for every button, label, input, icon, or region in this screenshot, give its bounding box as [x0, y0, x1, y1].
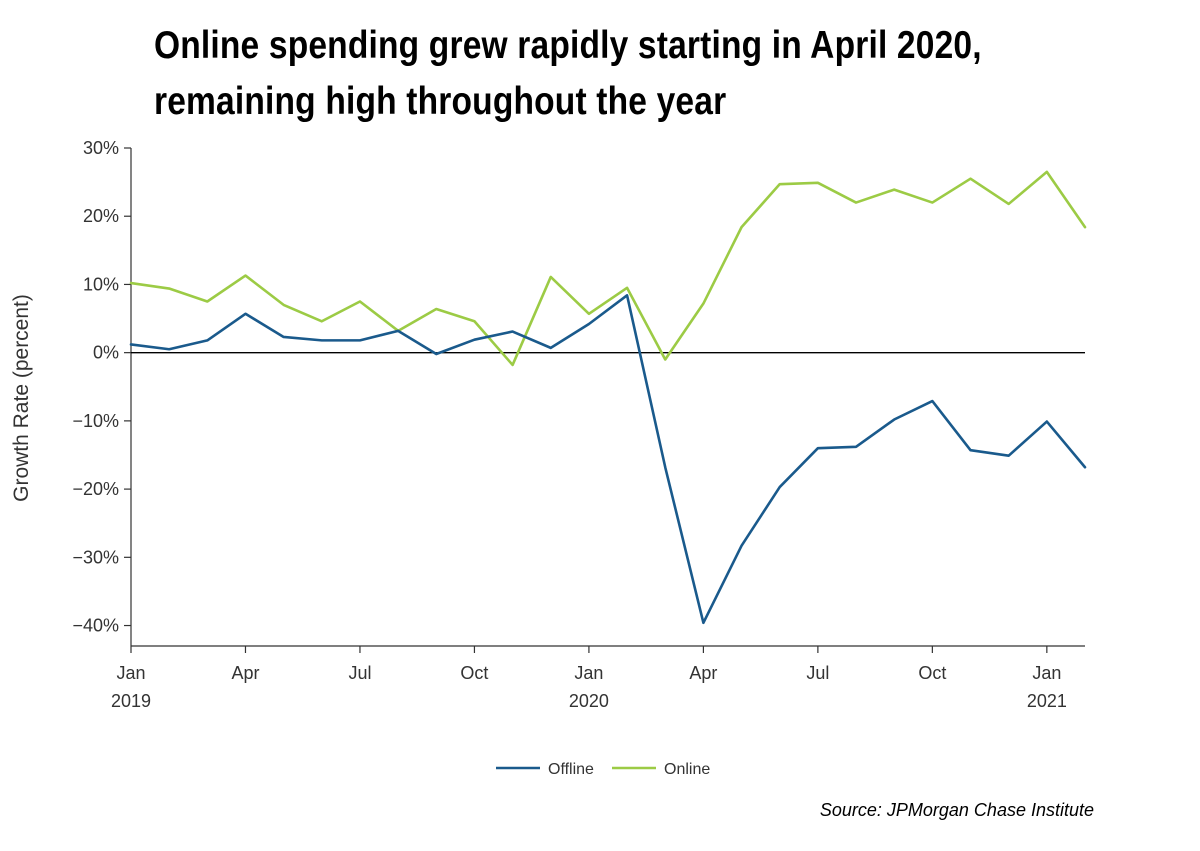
- x-tick-label: Jul: [806, 663, 829, 683]
- legend: Offline Online: [496, 761, 710, 778]
- legend-label-offline: Offline: [548, 761, 594, 778]
- x-tick-label: Jan: [116, 663, 145, 683]
- series-line-offline: [129, 294, 1087, 625]
- y-tick-label: 30%: [83, 138, 119, 158]
- y-tick-label: 0%: [93, 343, 119, 363]
- chart-title: Online spending grew rapidly starting in…: [154, 18, 1014, 130]
- x-tick-year-label: 2019: [111, 691, 151, 711]
- y-tick-label: −30%: [72, 547, 119, 567]
- series-line-online: [129, 170, 1087, 367]
- y-axis: 30% 20% 10% 0% −10% −20% −30% −40%: [72, 138, 132, 646]
- x-tick-year-label: 2021: [1027, 691, 1067, 711]
- source-note: Source: JPMorgan Chase Institute: [819, 800, 1094, 820]
- x-tick-label: Apr: [689, 663, 717, 683]
- x-tick-label: Jan: [574, 663, 603, 683]
- x-tick-label: Apr: [231, 663, 259, 683]
- x-tick-label: Oct: [918, 663, 946, 683]
- x-tick-year-label: 2020: [569, 691, 609, 711]
- chart-title-line-2: remaining high throughout the year: [154, 80, 727, 123]
- x-tick-label: Jul: [348, 663, 371, 683]
- x-tick-label: Oct: [460, 663, 488, 683]
- chart-title-line-1: Online spending grew rapidly starting in…: [154, 24, 982, 67]
- y-tick-label: −20%: [72, 479, 119, 499]
- legend-label-online: Online: [664, 761, 710, 778]
- series-lines: [129, 170, 1087, 625]
- y-axis-label: Growth Rate (percent): [10, 294, 33, 502]
- y-tick-label: 10%: [83, 274, 119, 294]
- y-tick-label: −40%: [72, 616, 119, 636]
- y-tick-label: −10%: [72, 411, 119, 431]
- y-tick-label: 20%: [83, 206, 119, 226]
- x-axis: Jan 2019 Apr Jul Oct Jan 2020 Apr Jul Oct Jan 2021: [111, 645, 1085, 711]
- x-tick-label: Jan: [1032, 663, 1061, 683]
